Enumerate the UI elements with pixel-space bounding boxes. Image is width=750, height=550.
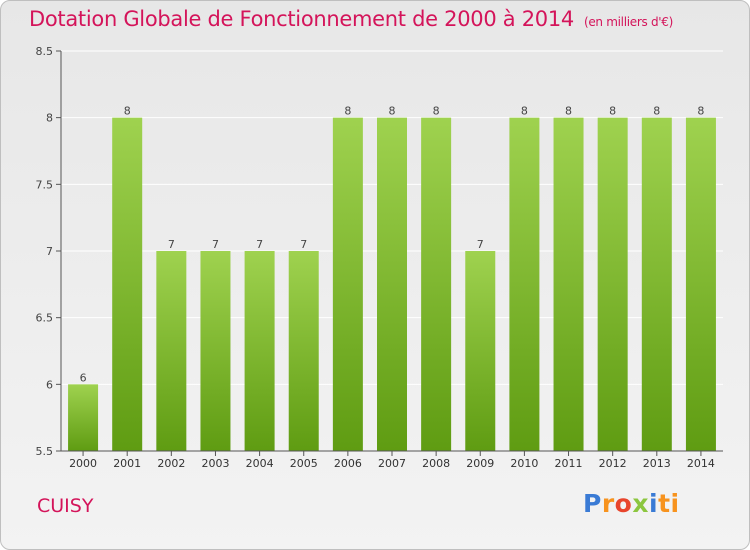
title-unit: (en milliers d'€) bbox=[583, 15, 673, 29]
bar bbox=[597, 117, 628, 452]
x-tick-label: 2012 bbox=[599, 457, 627, 470]
data-label: 8 bbox=[609, 105, 616, 118]
bar bbox=[509, 117, 540, 452]
data-label: 7 bbox=[300, 238, 307, 251]
data-label: 8 bbox=[565, 105, 572, 118]
x-tick-label: 2010 bbox=[510, 457, 538, 470]
data-label: 8 bbox=[433, 105, 440, 118]
data-label: 8 bbox=[697, 105, 704, 118]
proxiti-logo: Proxiti bbox=[583, 489, 680, 518]
chart-title: Dotation Globale de Fonctionnement de 20… bbox=[29, 7, 673, 31]
commune-name: CUISY bbox=[37, 495, 94, 517]
data-label: 6 bbox=[80, 371, 87, 384]
logo-letter: r bbox=[601, 489, 615, 518]
bar bbox=[465, 251, 496, 451]
bar bbox=[553, 117, 584, 452]
logo-letter: x bbox=[632, 489, 649, 518]
bar bbox=[68, 384, 99, 451]
data-label: 8 bbox=[521, 105, 528, 118]
data-label: 7 bbox=[256, 238, 263, 251]
y-tick-label: 7 bbox=[46, 245, 53, 258]
data-label: 8 bbox=[344, 105, 351, 118]
labels: 5.5 6 6.5 7 7.5 8 8.5 6 2000 8 2001 7 2002 7 2003 7 2004… bbox=[36, 45, 715, 470]
logo-letter: i bbox=[649, 489, 659, 518]
logo-letter: ti bbox=[658, 489, 680, 518]
x-tick-label: 2002 bbox=[157, 457, 185, 470]
title-text: Dotation Globale de Fonctionnement de 20… bbox=[29, 7, 574, 31]
bars bbox=[68, 117, 716, 452]
data-label: 7 bbox=[477, 238, 484, 251]
bar bbox=[421, 117, 452, 452]
data-label: 7 bbox=[168, 238, 175, 251]
bar bbox=[288, 251, 319, 451]
y-tick-label: 5.5 bbox=[36, 445, 54, 458]
bar bbox=[377, 117, 407, 452]
y-tick-label: 7.5 bbox=[36, 178, 54, 191]
x-tick-label: 2014 bbox=[687, 457, 715, 470]
logo-letter: o bbox=[614, 489, 633, 518]
logo-letter: P bbox=[583, 489, 602, 518]
data-label: 8 bbox=[124, 105, 131, 118]
bar bbox=[112, 117, 143, 452]
axes bbox=[56, 50, 723, 456]
x-tick-label: 2006 bbox=[334, 457, 362, 470]
data-label: 8 bbox=[653, 105, 660, 118]
y-tick-label: 6.5 bbox=[36, 312, 54, 325]
x-tick-label: 2011 bbox=[555, 457, 583, 470]
y-tick-label: 8.5 bbox=[36, 45, 54, 58]
y-tick-label: 8 bbox=[46, 112, 53, 125]
x-tick-label: 2005 bbox=[290, 457, 318, 470]
bar bbox=[641, 117, 672, 452]
x-tick-label: 2004 bbox=[246, 457, 274, 470]
x-tick-label: 2009 bbox=[466, 457, 494, 470]
x-tick-label: 2000 bbox=[69, 457, 97, 470]
x-tick-label: 2008 bbox=[422, 457, 450, 470]
bar bbox=[685, 117, 716, 452]
x-tick-label: 2001 bbox=[113, 457, 141, 470]
y-tick-label: 6 bbox=[46, 378, 53, 391]
bar bbox=[244, 251, 275, 451]
data-label: 8 bbox=[389, 105, 396, 118]
data-label: 7 bbox=[212, 238, 219, 251]
x-tick-label: 2013 bbox=[643, 457, 671, 470]
bar bbox=[332, 117, 363, 452]
bar bbox=[156, 251, 187, 451]
x-tick-label: 2003 bbox=[201, 457, 229, 470]
x-tick-label: 2007 bbox=[378, 457, 406, 470]
bar bbox=[200, 251, 231, 451]
